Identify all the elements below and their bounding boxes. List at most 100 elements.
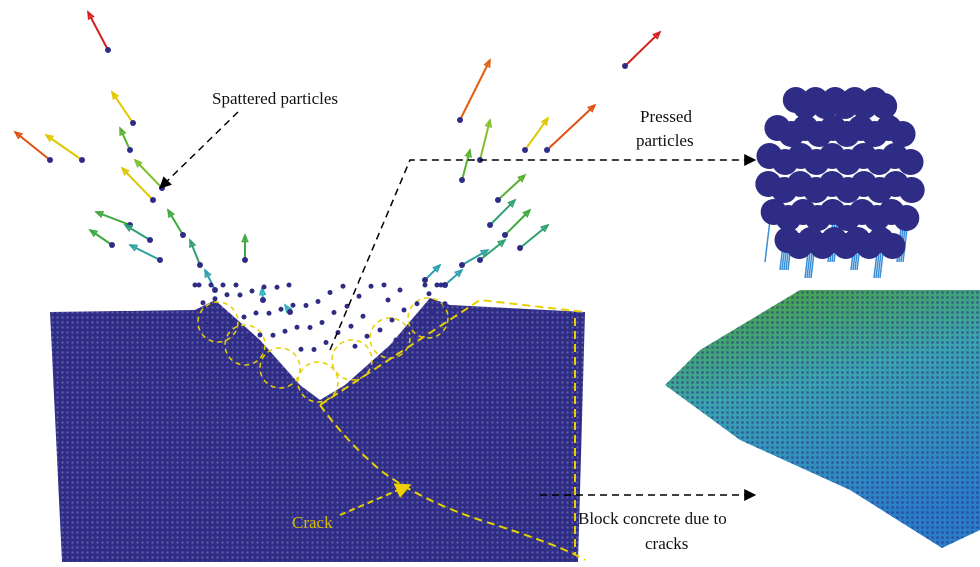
particle <box>150 197 156 203</box>
label-spattered: Spattered particles <box>212 89 338 108</box>
particle <box>439 283 444 288</box>
particle <box>544 147 550 153</box>
particle <box>341 284 346 289</box>
particle <box>369 284 374 289</box>
particle <box>308 325 313 330</box>
particle <box>242 257 248 263</box>
pressed-particle <box>899 177 925 203</box>
particle <box>79 157 85 163</box>
spatter-arrow <box>520 225 548 248</box>
particle <box>361 314 366 319</box>
particle <box>349 324 354 329</box>
spatter-arrow <box>125 225 150 240</box>
spatter-arrow <box>490 200 515 225</box>
particle <box>287 283 292 288</box>
particle <box>267 311 272 316</box>
particle <box>271 333 276 338</box>
spatter-arrow <box>498 175 525 200</box>
particle <box>398 288 403 293</box>
particle <box>197 262 203 268</box>
particle <box>378 328 383 333</box>
particle <box>209 283 214 288</box>
label-pressed: Pressed <box>640 107 692 126</box>
particle <box>357 294 362 299</box>
particle <box>394 338 399 343</box>
label-block: cracks <box>645 534 688 553</box>
label-pressed: particles <box>636 131 694 150</box>
particle <box>427 291 432 296</box>
spatter-arrow <box>460 60 490 120</box>
particle <box>254 311 259 316</box>
particle <box>517 245 523 251</box>
pressed-particle <box>880 233 906 259</box>
particle <box>332 310 337 315</box>
label-block: Block concrete due to <box>578 509 727 528</box>
spatter-arrow <box>445 270 462 285</box>
particle <box>246 337 251 342</box>
figure: Spattered particles Pressed particles Cr… <box>0 0 980 567</box>
particle <box>328 290 333 295</box>
particle <box>402 308 407 313</box>
spatter-arrow <box>112 92 133 123</box>
pressed-particle <box>893 205 919 231</box>
particle <box>234 283 239 288</box>
particle <box>422 277 428 283</box>
particle <box>212 287 218 293</box>
spatter-arrow <box>505 210 530 235</box>
particle <box>423 283 428 288</box>
particle <box>431 311 436 316</box>
particle <box>495 197 501 203</box>
particle <box>295 325 300 330</box>
particle <box>197 283 202 288</box>
spatter-arrow <box>130 245 160 260</box>
spatter-arrow <box>190 240 200 265</box>
particle <box>502 232 508 238</box>
particle <box>386 298 391 303</box>
particle <box>157 257 163 263</box>
particle <box>238 293 243 298</box>
particle <box>221 283 226 288</box>
particle <box>180 232 186 238</box>
particle <box>459 262 465 268</box>
particle <box>522 147 528 153</box>
particle <box>304 303 309 308</box>
particle <box>225 292 230 297</box>
particle <box>217 318 222 323</box>
particle <box>390 318 395 323</box>
particle <box>382 283 387 288</box>
particle <box>487 222 493 228</box>
particle <box>105 47 111 53</box>
particle <box>291 303 296 308</box>
particle <box>230 319 235 324</box>
particle <box>242 315 247 320</box>
particle <box>201 300 206 305</box>
label-crack: Crack <box>292 513 333 532</box>
particle <box>127 147 133 153</box>
particle <box>622 63 628 69</box>
pressed-particle-cluster <box>755 87 924 278</box>
particle <box>260 297 266 303</box>
particle <box>279 307 284 312</box>
particle <box>353 344 358 349</box>
particle <box>459 177 465 183</box>
particle <box>287 309 293 315</box>
particle <box>147 237 153 243</box>
pressed-particle <box>898 149 924 175</box>
spatter-arrow <box>96 212 130 225</box>
particle <box>159 185 165 191</box>
spatter-arrow <box>90 230 112 245</box>
particle <box>406 328 411 333</box>
particle <box>457 117 463 123</box>
particle <box>365 334 370 339</box>
particle <box>47 157 53 163</box>
spatter-particles <box>15 12 660 352</box>
particle <box>258 333 263 338</box>
particle <box>316 299 321 304</box>
particle <box>262 285 267 290</box>
spatter-arrow <box>625 32 660 66</box>
particle <box>299 347 304 352</box>
particle <box>205 322 210 327</box>
particle <box>419 321 424 326</box>
particle <box>213 296 218 301</box>
particle <box>275 285 280 290</box>
